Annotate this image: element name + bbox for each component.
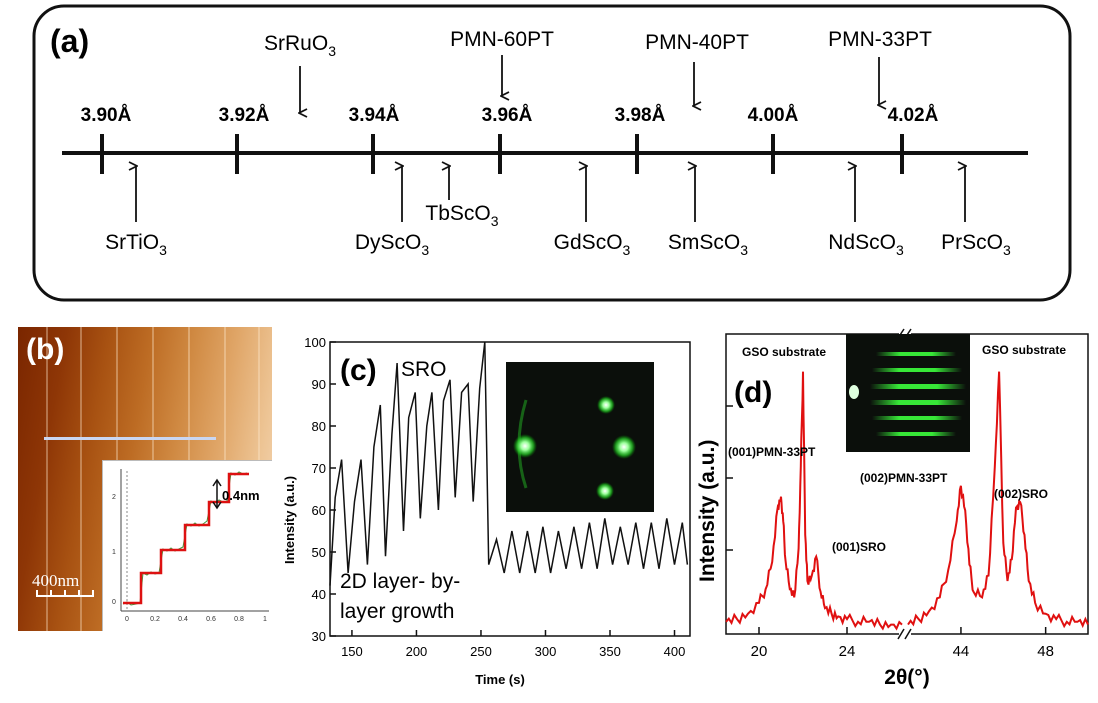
x-tick-label: 300 bbox=[535, 644, 557, 659]
scalebar-tick bbox=[92, 590, 94, 597]
label-srtio3: SrTiO3 bbox=[105, 231, 167, 258]
label-tbsco3: TbScO3 bbox=[425, 202, 498, 229]
peak-label-gso-2: GSO substrate bbox=[982, 343, 1066, 357]
xrd-series-1 bbox=[725, 371, 903, 631]
inset-step-fit bbox=[123, 472, 249, 605]
scalebar-tick bbox=[36, 590, 38, 597]
panel-a-label: (a) bbox=[50, 23, 89, 59]
x-tick-label: 400 bbox=[664, 644, 686, 659]
x-ticks: 150 200 250 300 350 400 bbox=[341, 630, 685, 659]
label-pmn-40pt: PMN-40PT bbox=[645, 31, 749, 54]
label-prsco3: PrScO3 bbox=[941, 231, 1011, 258]
inset-ytick: 0 bbox=[112, 599, 116, 606]
series-lines bbox=[725, 371, 1089, 631]
inset-xtick: 0.6 bbox=[206, 616, 216, 623]
peak-label-002-sro: (002)SRO bbox=[994, 487, 1048, 501]
x-tick-label: 44 bbox=[953, 643, 970, 660]
y-tick-label: 90 bbox=[312, 377, 326, 392]
plot-frame bbox=[329, 341, 691, 637]
x-tick-label: 20 bbox=[751, 643, 768, 660]
tick-label-400: 4.00Å bbox=[748, 105, 799, 126]
y-tick-label: 30 bbox=[312, 629, 326, 644]
x-ticks: 20 24 44 48 bbox=[751, 627, 1054, 660]
inset-ytick: 2 bbox=[112, 494, 116, 501]
y-ticks bbox=[726, 405, 733, 551]
x-tick-label: 24 bbox=[839, 643, 856, 660]
y-tick-label: 100 bbox=[304, 335, 326, 350]
label-ndsco3: NdScO3 bbox=[828, 231, 904, 258]
panel-c-label: (c) bbox=[340, 354, 377, 387]
peak-label-gso-1: GSO substrate bbox=[742, 345, 826, 359]
x-tick-label: 200 bbox=[406, 644, 428, 659]
inset-xtick: 0 bbox=[125, 616, 129, 623]
lattice-ticks bbox=[100, 134, 904, 174]
scalebar-tick bbox=[64, 590, 66, 597]
peak-label-001-sro: (001)SRO bbox=[832, 540, 886, 554]
panel-c-rheed-chart: 30 40 50 60 70 80 90 100 150 200 250 300 350 400 Int… bbox=[282, 335, 691, 687]
rheed-pattern-inset bbox=[506, 362, 654, 512]
panel-d-xrd-chart: 20 24 44 48 Intensity (a.u.) 2θ(°) (d) GSO … bbox=[696, 328, 1089, 689]
y-axis-label: Intensity (a.u.) bbox=[282, 476, 297, 564]
arrows-up bbox=[136, 166, 965, 222]
label-pmn-33pt: PMN-33PT bbox=[828, 28, 932, 51]
inset-xtick: 1 bbox=[263, 616, 267, 623]
tick-label-394: 3.94Å bbox=[349, 105, 400, 126]
x-tick-label: 150 bbox=[341, 644, 363, 659]
rheed-intensity-series-2 bbox=[484, 341, 689, 574]
x-tick-label: 350 bbox=[599, 644, 621, 659]
arrows-down bbox=[300, 55, 879, 113]
tick-label-402: 4.02Å bbox=[888, 105, 939, 126]
panel-b-afm-image: (b) 0 1 2 0 0.2 0.4 0.6 0.8 1 0.4nm bbox=[18, 327, 272, 631]
sro-annotation: SRO bbox=[401, 358, 447, 381]
rheed-streak-inset bbox=[846, 334, 970, 452]
tick-label-390: 3.90Å bbox=[81, 105, 132, 126]
panel-d-label: (d) bbox=[734, 376, 772, 409]
inset-ytick: 1 bbox=[112, 549, 116, 556]
label-gdsco3: GdScO3 bbox=[554, 231, 631, 258]
y-tick-label: 60 bbox=[312, 503, 326, 518]
step-height-arrows bbox=[212, 478, 222, 510]
terrace bbox=[18, 327, 48, 631]
y-tick-label: 40 bbox=[312, 587, 326, 602]
terrace bbox=[18, 327, 82, 631]
growth-annotation-line2: layer growth bbox=[340, 600, 454, 623]
label-smsco3: SmScO3 bbox=[668, 231, 748, 258]
tick-label-392: 3.92Å bbox=[219, 105, 270, 126]
series-lines bbox=[329, 341, 689, 586]
growth-annotation-line1: 2D layer- by- bbox=[340, 570, 460, 593]
x-tick-label: 250 bbox=[470, 644, 492, 659]
afm-line-scan bbox=[44, 437, 216, 440]
tick-label-396: 3.96Å bbox=[482, 105, 533, 126]
y-tick-label: 70 bbox=[312, 461, 326, 476]
label-srruo3: SrRuO3 bbox=[264, 32, 336, 59]
inset-xtick: 0.8 bbox=[234, 616, 244, 623]
afm-height-profile-inset: 0 1 2 0 0.2 0.4 0.6 0.8 1 0.4nm bbox=[102, 460, 272, 631]
inset-xtick: 0.4 bbox=[178, 616, 188, 623]
peak-label-001-pmn: (001)PMN-33PT bbox=[728, 445, 816, 459]
y-axis-label: Intensity (a.u.) bbox=[696, 440, 719, 582]
inset-xtick: 0.2 bbox=[150, 616, 160, 623]
label-pmn-60pt: PMN-60PT bbox=[450, 28, 554, 51]
scalebar-tick bbox=[78, 590, 80, 597]
x-axis-label: Time (s) bbox=[475, 672, 525, 687]
tick-label-398: 3.98Å bbox=[615, 105, 666, 126]
scalebar-tick bbox=[50, 590, 52, 597]
y-tick-label: 80 bbox=[312, 419, 326, 434]
label-dysco3: DyScO3 bbox=[355, 231, 430, 258]
rheed-intensity-series-1 bbox=[329, 341, 486, 586]
peak-label-002-pmn: (002)PMN-33PT bbox=[860, 471, 948, 485]
xrd-series-2 bbox=[907, 371, 1089, 629]
panel-a: (a) 3.90Å 3.92Å 3.94Å 3.96Å 3.98Å 4.00Å … bbox=[32, 4, 1072, 302]
scalebar-label: 400nm bbox=[32, 571, 80, 590]
panel-b-label: (b) bbox=[26, 333, 65, 366]
x-axis-label: 2θ(°) bbox=[884, 666, 929, 689]
y-tick-label: 50 bbox=[312, 545, 326, 560]
y-ticks: 30 40 50 60 70 80 90 100 bbox=[304, 335, 336, 644]
inset-step-label: 0.4nm bbox=[222, 488, 260, 503]
x-tick-label: 48 bbox=[1037, 643, 1054, 660]
